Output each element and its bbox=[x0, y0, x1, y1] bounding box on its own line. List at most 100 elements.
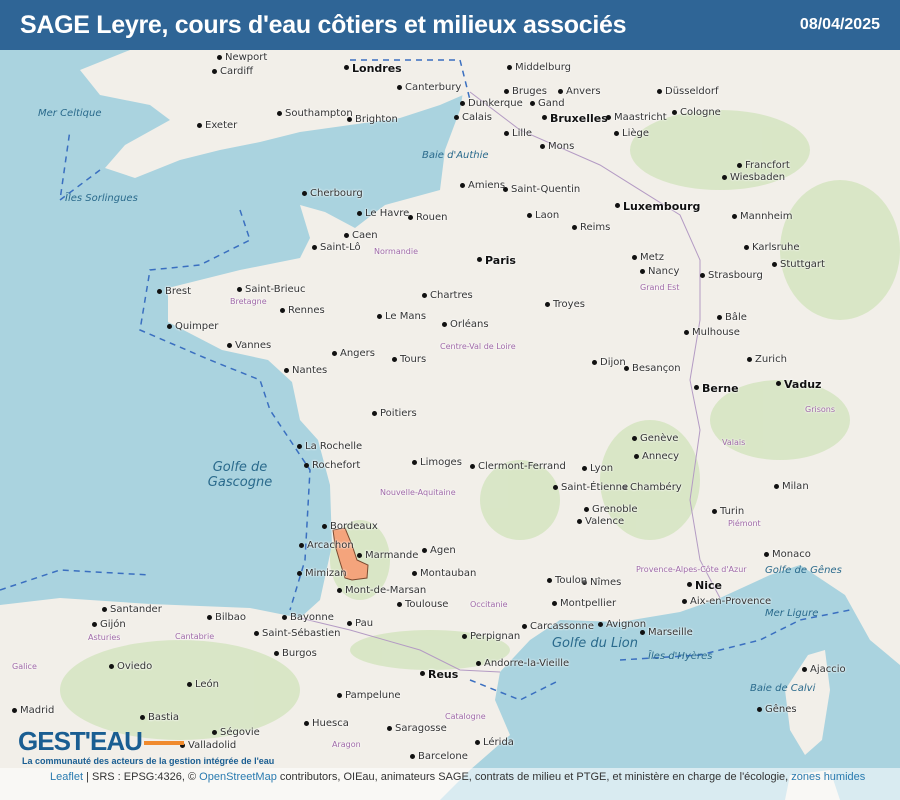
city-marker bbox=[606, 115, 611, 120]
city-marker bbox=[412, 460, 417, 465]
city-marker bbox=[344, 65, 349, 70]
gesteau-logo[interactable]: GEST'EAU bbox=[18, 727, 184, 755]
city-label-text: Le Havre bbox=[365, 208, 410, 219]
city-label: Amiens bbox=[460, 180, 506, 191]
city-label: Lérida bbox=[475, 737, 514, 748]
city-label-text: Gand bbox=[538, 98, 565, 109]
city-label-text: Besançon bbox=[632, 363, 681, 374]
region-label: Aragon bbox=[332, 740, 361, 749]
city-label-text: Strasbourg bbox=[708, 270, 763, 281]
city-marker bbox=[442, 322, 447, 327]
city-label: Reims bbox=[572, 222, 610, 233]
city-marker bbox=[682, 599, 687, 604]
region-label-text: Grisons bbox=[805, 405, 836, 414]
city-label: Cologne bbox=[672, 107, 721, 118]
city-label-text: Mons bbox=[548, 141, 575, 152]
city-marker bbox=[180, 743, 185, 748]
city-marker bbox=[332, 351, 337, 356]
city-marker bbox=[302, 191, 307, 196]
city-label-text: León bbox=[195, 679, 220, 690]
city-label-text: Valladolid bbox=[188, 740, 237, 751]
city-label: Rouen bbox=[408, 212, 447, 223]
osm-link[interactable]: OpenStreetMap bbox=[199, 771, 277, 783]
region-label: Normandie bbox=[374, 247, 418, 256]
region-label-text: Centre-Val de Loire bbox=[440, 342, 516, 351]
city-marker bbox=[757, 707, 762, 712]
city-label: Toulouse bbox=[397, 599, 448, 610]
city-label: Zurich bbox=[747, 354, 787, 365]
city-marker bbox=[572, 225, 577, 230]
city-label-text: Le Mans bbox=[385, 311, 427, 322]
city-marker bbox=[357, 553, 362, 558]
city-marker bbox=[776, 381, 781, 386]
city-marker bbox=[547, 578, 552, 583]
city-label: Gênes bbox=[757, 704, 797, 715]
city-marker bbox=[284, 368, 289, 373]
city-marker bbox=[304, 463, 309, 468]
city-label-text: Metz bbox=[640, 252, 664, 263]
header-bar: SAGE Leyre, cours d'eau côtiers et milie… bbox=[0, 0, 900, 50]
city-marker bbox=[212, 730, 217, 735]
city-label-text: Liège bbox=[622, 128, 650, 139]
city-label: Dijon bbox=[592, 357, 626, 368]
city-label: Berne bbox=[694, 382, 739, 395]
city-label: Stuttgart bbox=[772, 259, 825, 270]
leaflet-link[interactable]: Leaflet bbox=[50, 771, 84, 783]
city-label: Nantes bbox=[284, 365, 327, 376]
city-marker bbox=[460, 183, 465, 188]
city-label-text: Wiesbaden bbox=[730, 172, 786, 183]
city-label: Saint-Étienne bbox=[553, 482, 628, 493]
city-label: Oviedo bbox=[109, 661, 152, 672]
city-marker bbox=[377, 314, 382, 319]
city-marker bbox=[592, 360, 597, 365]
city-label: Burgos bbox=[274, 648, 317, 659]
city-label: Milan bbox=[774, 481, 809, 492]
city-label: Orléans bbox=[442, 319, 489, 330]
city-marker bbox=[684, 330, 689, 335]
city-label: Tours bbox=[392, 354, 426, 365]
city-marker bbox=[700, 273, 705, 278]
sage-leyre-area[interactable] bbox=[332, 527, 369, 581]
sea-label-text: Mer Ligure bbox=[765, 608, 819, 619]
city-label: Agen bbox=[422, 545, 456, 556]
city-marker bbox=[552, 601, 557, 606]
city-label-text: Burgos bbox=[282, 648, 317, 659]
city-label: Nancy bbox=[640, 266, 679, 277]
city-label: Montauban bbox=[412, 568, 476, 579]
city-marker bbox=[12, 708, 17, 713]
city-marker bbox=[558, 89, 563, 94]
city-label: Carcassonne bbox=[522, 621, 594, 632]
city-label: Mons bbox=[540, 141, 575, 152]
city-label-text: Bordeaux bbox=[330, 521, 378, 532]
city-marker bbox=[357, 211, 362, 216]
city-label: Düsseldorf bbox=[657, 86, 719, 97]
region-label-text: Piémont bbox=[728, 519, 761, 528]
city-marker bbox=[640, 630, 645, 635]
city-label-text: Vannes bbox=[235, 340, 272, 351]
city-label-text: Arcachon bbox=[307, 540, 354, 551]
city-label-text: Montpellier bbox=[560, 598, 617, 609]
city-label-text: Southampton bbox=[285, 108, 353, 119]
city-label: Barcelone bbox=[410, 751, 468, 762]
city-label-text: Agen bbox=[430, 545, 456, 556]
city-label-text: Amiens bbox=[468, 180, 506, 191]
city-label-text: Nice bbox=[695, 579, 722, 592]
city-marker bbox=[299, 543, 304, 548]
forest-areas bbox=[60, 110, 900, 740]
city-label-text: Middelburg bbox=[515, 62, 572, 73]
city-label-text: Bruges bbox=[512, 86, 548, 97]
city-label: Saint-Lô bbox=[312, 242, 361, 253]
city-label: Bastia bbox=[140, 712, 179, 723]
region-label-text: Cantabrie bbox=[175, 632, 215, 641]
city-label: Chartres bbox=[422, 290, 473, 301]
city-label: Metz bbox=[632, 252, 664, 263]
city-label: Poitiers bbox=[372, 408, 417, 419]
region-label: Centre-Val de Loire bbox=[440, 342, 516, 351]
city-marker bbox=[397, 602, 402, 607]
city-label-text: Pampelune bbox=[345, 690, 401, 701]
city-label-text: Monaco bbox=[772, 549, 811, 560]
city-marker bbox=[634, 454, 639, 459]
city-label-text: Karlsruhe bbox=[752, 242, 800, 253]
zones-humides-link[interactable]: zones humides bbox=[791, 771, 866, 783]
